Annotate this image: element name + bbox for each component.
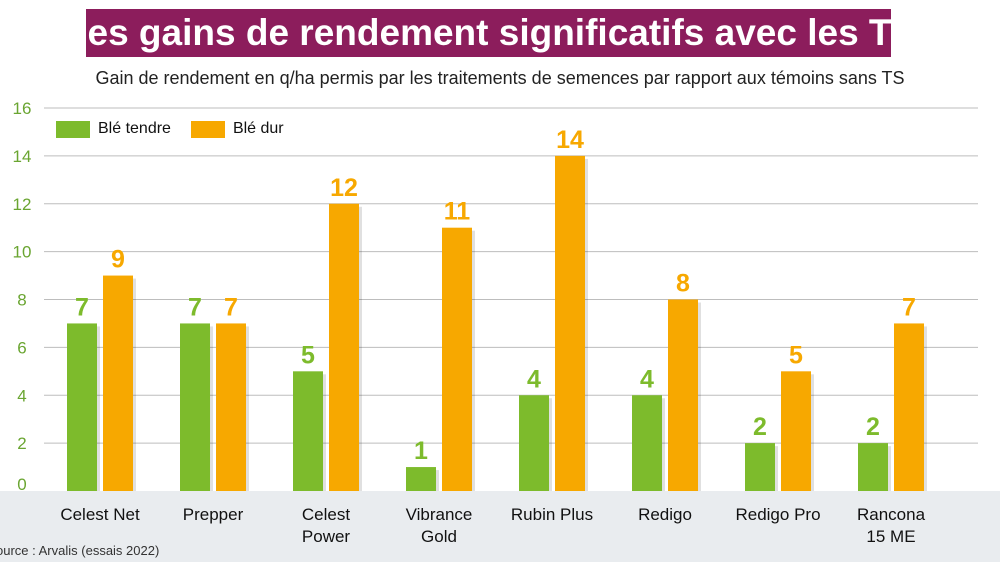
legend-item-ble-tendre: Blé tendre	[56, 120, 171, 138]
x-tick-label-line: Vibrance	[405, 505, 473, 524]
data-label: 9	[111, 246, 125, 274]
data-label: 7	[902, 293, 916, 321]
bar-ble-dur	[329, 203, 359, 491]
x-tick-label-line: Power	[301, 527, 351, 546]
x-tick-label: Celest Net	[40, 504, 160, 526]
bar-ble-dur	[216, 323, 246, 491]
data-label: 5	[789, 341, 803, 369]
data-label: 2	[866, 413, 880, 441]
data-label: 11	[444, 198, 471, 226]
legend-label-ble-tendre: Blé tendre	[98, 120, 171, 137]
x-tick-label-line: Redigo	[638, 505, 692, 524]
bar-shadow	[210, 326, 213, 491]
y-tick-label: 2	[17, 434, 26, 453]
chart-title: Des gains de rendement significatifs ave…	[60, 12, 917, 53]
bar-ble-dur	[442, 227, 472, 491]
y-tick-label: 10	[13, 243, 32, 262]
bar-shadow	[888, 446, 891, 491]
bar-shadow	[97, 326, 100, 491]
bar-ble-dur	[668, 299, 698, 491]
bar-shadow	[436, 470, 439, 491]
x-tick-label-line: Rubin Plus	[510, 505, 594, 524]
legend-swatch-ble-dur	[190, 120, 225, 138]
bar-ble-dur	[103, 275, 133, 491]
bar-shadow	[662, 398, 665, 491]
bar-shadow	[323, 374, 326, 491]
x-tick-label: Redigo Pro	[718, 504, 838, 526]
x-tick-label: Rubin Plus	[492, 504, 612, 526]
bar-shadow	[133, 278, 136, 491]
bar-ble-tendre	[745, 443, 775, 491]
bar-ble-tendre	[67, 323, 97, 491]
y-tick-label: 8	[17, 291, 26, 310]
x-tick-label-line: 15 ME	[866, 527, 916, 546]
bar-ble-tendre	[858, 443, 888, 491]
x-tick-label-line: Prepper	[182, 505, 244, 524]
legend-label-ble-dur: Blé dur	[232, 120, 284, 137]
bar-ble-dur	[781, 371, 811, 491]
bar-shadow	[472, 230, 475, 491]
data-label: 8	[676, 270, 690, 298]
data-label: 5	[301, 341, 315, 369]
bar-ble-dur	[555, 155, 585, 491]
x-tick-label-line: Celest	[301, 505, 351, 524]
y-tick-label: 14	[13, 147, 32, 166]
x-tick-label-line: Redigo Pro	[735, 505, 821, 524]
bar-ble-tendre	[406, 467, 436, 491]
x-tick-label: Celest Power	[266, 504, 386, 548]
data-label: 2	[753, 413, 767, 441]
y-tick-label: 6	[17, 338, 26, 357]
bar-shadow	[811, 374, 814, 491]
bar-ble-dur	[894, 323, 924, 491]
x-tick-label: Prepper	[153, 504, 273, 526]
chart-title-banner: Des gains de rendement significatifs ave…	[61, 9, 916, 57]
data-label: 7	[188, 293, 202, 321]
legend: Blé tendre Blé dur	[46, 113, 314, 145]
y-tick-label: 4	[17, 386, 26, 405]
x-tick-label: Vibrance Gold	[379, 504, 499, 548]
footer-band	[0, 491, 1000, 562]
data-label: 4	[527, 365, 541, 393]
x-tick-label: Rancona 15 ME	[831, 504, 951, 548]
chart-subtitle: Gain de rendement en q/ha permis par les…	[95, 68, 905, 88]
bar-ble-tendre	[519, 395, 549, 491]
data-label: 14	[556, 126, 584, 154]
data-label: 1	[414, 437, 428, 465]
data-label: 12	[330, 174, 358, 202]
x-tick-label-line: Gold	[421, 527, 457, 546]
bar-ble-tendre	[632, 395, 662, 491]
data-label: 7	[75, 293, 89, 321]
data-label: 7	[224, 293, 238, 321]
bar-ble-tendre	[180, 323, 210, 491]
bar-shadow	[698, 302, 701, 491]
data-label: 4	[640, 365, 654, 393]
legend-item-ble-dur: Blé dur	[190, 120, 284, 138]
source-note: ource : Arvalis (essais 2022)	[0, 543, 160, 558]
y-tick-label: 12	[13, 195, 32, 214]
bar-shadow	[924, 326, 927, 491]
legend-swatch-ble-tendre	[56, 120, 90, 138]
bar-shadow	[775, 446, 778, 491]
bar-shadow	[585, 158, 588, 491]
bar-ble-tendre	[293, 371, 323, 491]
x-tick-label-line: Rancona	[856, 505, 926, 524]
bar-shadow	[246, 326, 249, 491]
x-tick-label: Redigo	[605, 504, 725, 526]
x-tick-label-line: Celest Net	[60, 505, 140, 524]
bar-shadow	[549, 398, 552, 491]
y-tick-label: 16	[13, 99, 32, 118]
y-tick-label: 0	[17, 475, 26, 494]
bar-shadow	[359, 206, 362, 491]
